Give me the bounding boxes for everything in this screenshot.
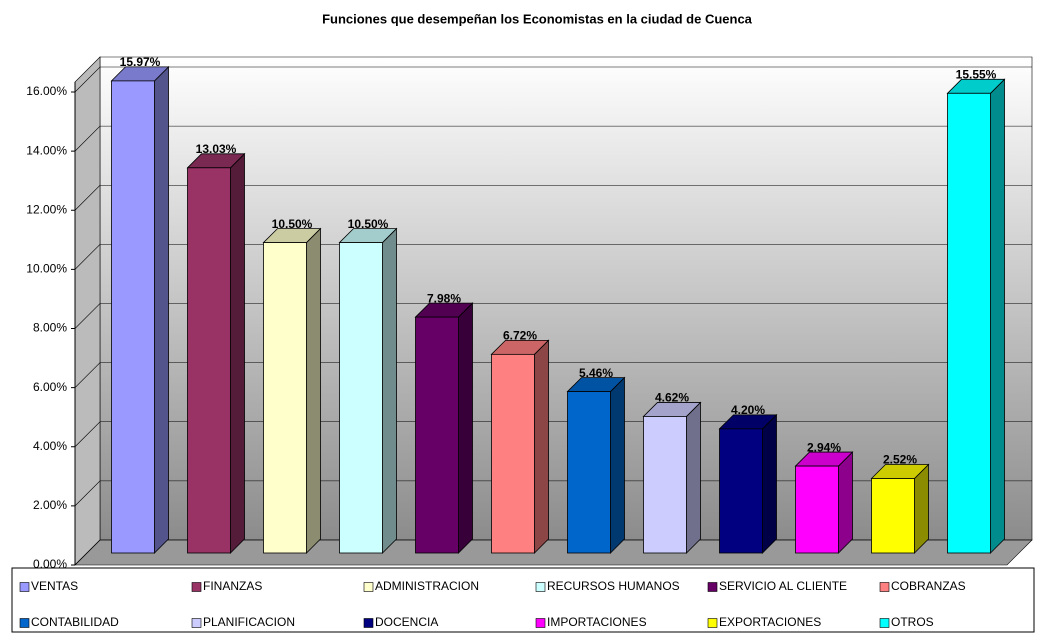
bar <box>566 376 626 554</box>
legend-label: RECURSOS HUMANOS <box>547 579 680 593</box>
bar-front <box>947 92 991 554</box>
legend-swatch <box>707 618 718 628</box>
value-label: 4.62% <box>655 391 689 405</box>
value-label: 15.55% <box>956 67 997 81</box>
bar-front <box>111 80 155 554</box>
legend-swatch <box>535 582 546 592</box>
bar-side <box>610 376 625 554</box>
bar-side <box>382 227 397 554</box>
legend-swatch <box>363 582 374 592</box>
legend-swatch <box>707 582 718 592</box>
bar-front <box>567 391 611 554</box>
legend-label: IMPORTACIONES <box>547 615 647 629</box>
bar-side <box>762 413 777 554</box>
legend-swatch <box>879 618 890 628</box>
side-wall <box>74 56 101 566</box>
legend-swatch <box>191 618 202 628</box>
value-label: 10.50% <box>272 217 313 231</box>
bar-side <box>154 65 169 554</box>
plot-walls <box>74 56 1033 566</box>
grid-line <box>74 303 1032 329</box>
grid-line <box>74 421 1032 447</box>
y-tick-label: 16.00% <box>26 84 67 98</box>
value-label: 13.03% <box>196 142 237 156</box>
value-label: 6.72% <box>503 329 537 343</box>
y-tick-label: 12.00% <box>26 202 67 216</box>
y-tick-label: 4.00% <box>33 439 67 453</box>
bar-side <box>534 339 549 554</box>
legend-swatch <box>363 618 374 628</box>
bar-front <box>643 416 687 554</box>
bar-front <box>871 478 915 554</box>
bar <box>794 451 854 554</box>
legend-label: PLANIFICACION <box>203 615 295 629</box>
bar-side <box>914 463 929 554</box>
legend-swatch <box>879 582 890 592</box>
bar <box>186 152 246 554</box>
bar-front <box>795 465 839 554</box>
bar-front <box>339 242 383 554</box>
bar-side <box>458 302 473 554</box>
chart-title: Funciones que desempeñan los Economistas… <box>322 11 753 26</box>
grid-line <box>74 184 1032 211</box>
bar-front <box>719 428 763 554</box>
bar <box>110 65 170 554</box>
value-label: 15.97% <box>120 55 161 69</box>
grid-line <box>74 362 1032 388</box>
bar-side <box>230 152 245 554</box>
value-label: 2.94% <box>807 440 841 454</box>
legend-label: EXPORTACIONES <box>719 615 821 629</box>
value-label: 7.98% <box>427 291 461 305</box>
bar <box>414 302 474 554</box>
y-tick-label: 0.00% <box>33 557 67 571</box>
y-tick-label: 10.00% <box>26 262 67 276</box>
bar-front <box>415 316 459 554</box>
value-label: 10.50% <box>348 217 389 231</box>
bar <box>718 413 778 554</box>
legend-label: FINANZAS <box>203 579 262 593</box>
legend-label: CONTABILIDAD <box>31 615 119 629</box>
legend-box <box>11 567 1035 633</box>
bar-side <box>838 451 853 554</box>
legend-label: VENTAS <box>31 579 78 593</box>
bar-front <box>187 167 231 554</box>
legend-label: OTROS <box>891 615 934 629</box>
value-label: 2.52% <box>883 453 917 467</box>
y-tick-label: 6.00% <box>33 380 67 394</box>
bar <box>262 227 322 554</box>
grid-line <box>74 125 1032 152</box>
legend-swatch <box>19 618 30 628</box>
legend-swatch <box>535 618 546 628</box>
legend-swatch <box>19 582 30 592</box>
bar-front <box>263 242 307 554</box>
value-label: 4.20% <box>731 403 765 417</box>
bar <box>870 463 930 554</box>
legend-label: COBRANZAS <box>891 579 966 593</box>
y-tick-label: 8.00% <box>33 321 67 335</box>
bar <box>642 401 702 554</box>
legend-label: DOCENCIA <box>375 615 438 629</box>
bar-front <box>491 353 535 554</box>
y-tick-label: 2.00% <box>33 498 67 512</box>
legend-swatch <box>191 582 202 592</box>
grid-line <box>74 66 1032 93</box>
bar-side <box>306 227 321 554</box>
bar <box>338 227 398 554</box>
bar <box>490 339 550 554</box>
bar-side <box>990 78 1005 554</box>
legend-label: SERVICIO AL CLIENTE <box>719 579 847 593</box>
grid-line <box>74 244 1032 270</box>
bar <box>946 78 1006 554</box>
value-label: 5.46% <box>579 366 613 380</box>
legend-label: ADMINISTRACION <box>375 579 479 593</box>
y-tick-label: 14.00% <box>26 143 67 157</box>
bar-side <box>686 401 701 554</box>
